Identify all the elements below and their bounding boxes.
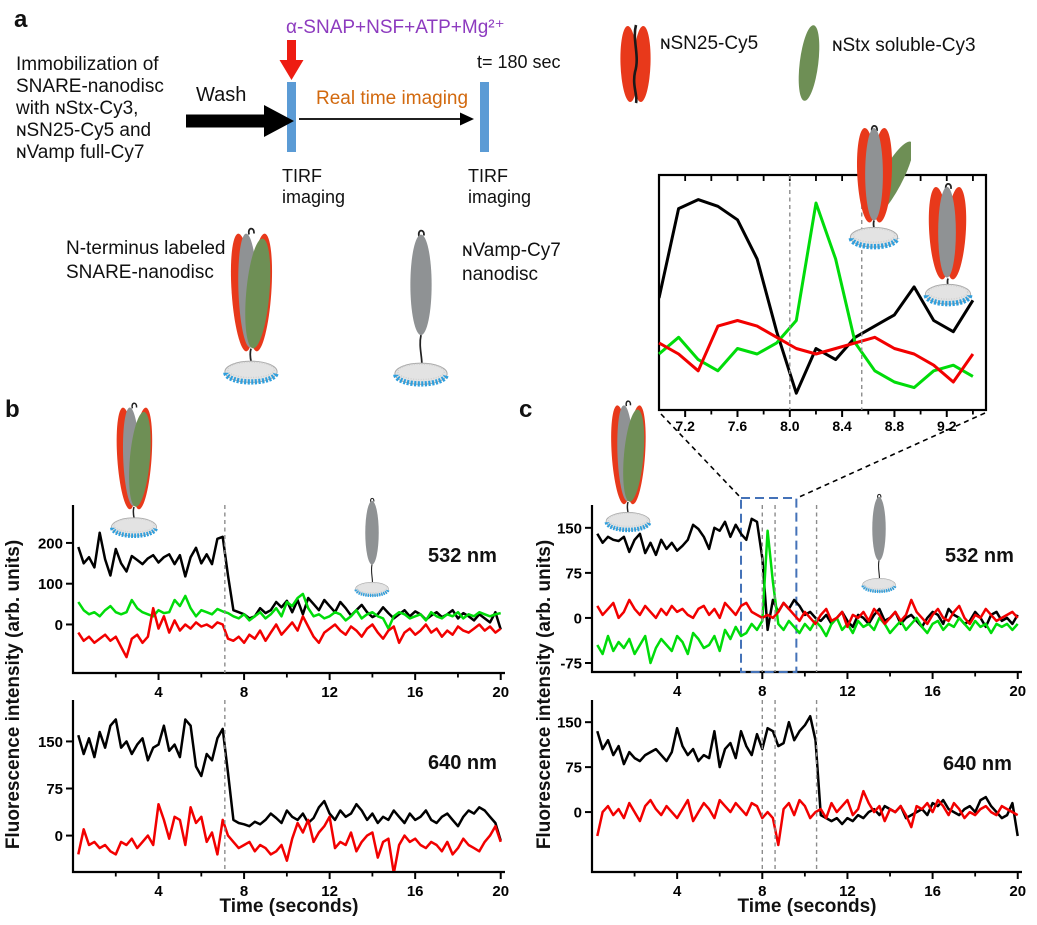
svg-text:16: 16 xyxy=(407,883,424,900)
svg-text:150: 150 xyxy=(557,715,582,732)
svg-text:75: 75 xyxy=(46,781,63,798)
caption-line: ɴVamp-Cy7 xyxy=(462,240,561,261)
c-wavelength-640-label: 640 nm xyxy=(943,753,1012,775)
svg-text:8: 8 xyxy=(240,883,248,900)
svg-text:200: 200 xyxy=(38,535,63,552)
wash-label: Wash xyxy=(196,84,247,106)
caption-line: nanodisc xyxy=(462,264,539,285)
svg-text:-75: -75 xyxy=(560,655,582,672)
c-wavelength-532-label: 532 nm xyxy=(945,545,1014,567)
svg-text:8.4: 8.4 xyxy=(832,418,852,434)
caption-line: SNARE-nanodisc xyxy=(66,262,214,283)
svg-text:0: 0 xyxy=(574,805,582,822)
tirf-imaging-label-1: TIRF imaging xyxy=(282,166,345,208)
timepoint-label: t= 180 sec xyxy=(477,52,561,72)
svg-text:16: 16 xyxy=(924,883,941,900)
svg-text:16: 16 xyxy=(407,684,424,701)
snare-disassembling-nanodisc-icon xyxy=(841,124,911,257)
intro-text-line: with ɴStx-Cy3, xyxy=(16,98,139,119)
svg-text:12: 12 xyxy=(839,683,856,700)
c_532-plot: 4 8 12 16 20 -75 0 75 150 xyxy=(557,497,1026,700)
svg-text:0: 0 xyxy=(574,610,582,627)
snare-nanodisc-icon xyxy=(600,398,656,536)
svg-text:12: 12 xyxy=(321,684,338,701)
svg-text:7.6: 7.6 xyxy=(728,418,748,434)
tirf-line: TIRF xyxy=(282,166,322,186)
svg-text:4: 4 xyxy=(154,684,163,701)
b-wavelength-640-label: 640 nm xyxy=(428,752,497,774)
snare-nanodisc-icon xyxy=(108,400,160,542)
vamp-nanodisc-icon xyxy=(851,492,907,596)
b-x-axis-title: Time (seconds) xyxy=(219,896,359,917)
caption-line: N-terminus labeled xyxy=(66,238,226,259)
tirf-line: TIRF xyxy=(468,166,508,186)
svg-text:12: 12 xyxy=(839,883,856,900)
tirf-line: imaging xyxy=(282,187,346,207)
svg-text:20: 20 xyxy=(492,883,509,900)
svg-text:8: 8 xyxy=(240,684,248,701)
b_640-plot: 4 8 12 16 20 0 75 150 xyxy=(38,700,509,900)
svg-text:4: 4 xyxy=(673,883,682,900)
legend-sn25-label: ɴSN25-Cy5 xyxy=(660,33,759,54)
svg-text:8.8: 8.8 xyxy=(885,418,905,434)
b-y-axis-title: Fluorescence intensity (arb. units) xyxy=(3,539,24,850)
timeline-bar-start xyxy=(287,82,296,152)
svg-text:16: 16 xyxy=(924,683,941,700)
tirf-line: imaging xyxy=(468,187,532,207)
svg-text:100: 100 xyxy=(38,576,63,593)
b-wavelength-532-label: 532 nm xyxy=(428,545,497,567)
vamp-nanodisc-caption: ɴVamp-Cy7 nanodisc xyxy=(462,239,561,287)
c_640-plot: 4 8 12 16 20 0 75 150 xyxy=(557,700,1026,900)
svg-text:75: 75 xyxy=(565,565,582,582)
svg-text:9.2: 9.2 xyxy=(937,418,957,434)
snare-nanodisc-icon xyxy=(222,222,280,392)
svg-text:20: 20 xyxy=(1009,883,1026,900)
tirf-imaging-label-2: TIRF imaging xyxy=(468,166,531,208)
svg-text:7.2: 7.2 xyxy=(675,418,695,434)
intro-text-line: Immobilization of xyxy=(16,54,159,75)
svg-text:20: 20 xyxy=(492,684,509,701)
treatment-label: α-SNAP+NSF+ATP+Mg²⁺ xyxy=(286,17,505,38)
panel-a-label: a xyxy=(14,6,28,33)
svg-text:12: 12 xyxy=(321,883,338,900)
legend-stx-label: ɴStx soluble-Cy3 xyxy=(832,35,976,56)
svg-text:150: 150 xyxy=(38,734,63,751)
sn25-protein-icon xyxy=(613,22,659,106)
stx-protein-icon xyxy=(789,22,829,104)
realtime-imaging-label: Real time imaging xyxy=(316,88,469,109)
svg-text:4: 4 xyxy=(673,683,682,700)
snare-nanodisc-caption: N-terminus labeled SNARE-nanodisc xyxy=(66,237,225,285)
panel-b-label: b xyxy=(5,396,20,423)
svg-text:20: 20 xyxy=(1009,683,1026,700)
timeline-bar-end xyxy=(480,82,489,152)
intro-text-line: SNARE-nanodisc xyxy=(16,76,164,97)
intro-text-line: ɴVamp full-Cy7 xyxy=(16,142,145,163)
svg-text:8.0: 8.0 xyxy=(780,418,800,434)
vamp-nanodisc-icon xyxy=(392,226,450,392)
svg-text:8: 8 xyxy=(758,883,766,900)
svg-text:4: 4 xyxy=(154,883,163,900)
panel-c-label: c xyxy=(519,396,533,423)
svg-text:0: 0 xyxy=(55,617,63,634)
vamp-nanodisc-icon xyxy=(341,496,403,600)
c-x-axis-title: Time (seconds) xyxy=(737,896,877,917)
intro-text-line: ɴSN25-Cy5 and xyxy=(16,120,152,141)
svg-text:75: 75 xyxy=(565,760,582,777)
svg-text:0: 0 xyxy=(55,828,63,845)
svg-text:150: 150 xyxy=(557,520,582,537)
sn25-vamp-nanodisc-icon xyxy=(922,182,974,312)
svg-text:8: 8 xyxy=(758,683,766,700)
